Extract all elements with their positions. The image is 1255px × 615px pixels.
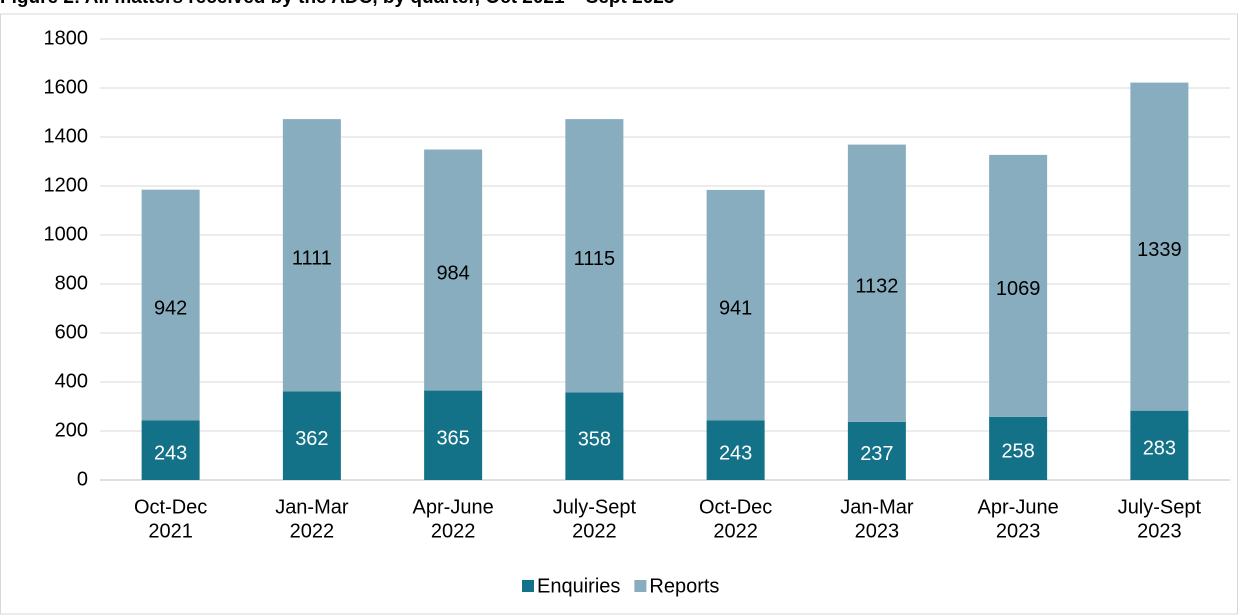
data-label: 362 [295, 428, 328, 450]
y-tick-label: 1400 [44, 125, 89, 147]
x-tick-label: Apr-June [413, 496, 494, 518]
bar-segment [282, 119, 341, 392]
bar-segment [1130, 82, 1189, 411]
x-tick-label: Oct-Dec [134, 496, 207, 518]
x-tick-label: 2023 [1137, 520, 1182, 542]
x-tick-label: 2023 [855, 520, 900, 542]
data-label: 1132 [855, 276, 898, 298]
bar-segment [141, 420, 200, 480]
x-tick-label: Jan-Mar [840, 496, 914, 518]
x-tick-label: Apr-June [978, 496, 1059, 518]
bar-segment [424, 149, 483, 391]
legend-label: Enquiries [537, 575, 620, 597]
bar-segment [706, 189, 765, 421]
data-label: 1069 [996, 278, 1041, 300]
bar-segment [565, 119, 624, 393]
bar-segment [706, 420, 765, 480]
y-tick-label: 1200 [44, 174, 89, 196]
data-label: 942 [154, 297, 187, 319]
x-tick-label: 2022 [713, 520, 758, 542]
data-label: 365 [436, 428, 469, 450]
data-label: 1339 [1137, 239, 1182, 261]
data-label: 243 [719, 443, 752, 465]
data-label: 1111 [292, 247, 332, 269]
legend-swatch [522, 580, 534, 592]
x-tick-label: Jan-Mar [275, 496, 349, 518]
x-tick-label: 2022 [290, 520, 335, 542]
x-tick-label: 2022 [431, 520, 476, 542]
data-label: 258 [1001, 441, 1034, 463]
bar-segment [565, 392, 624, 480]
data-label: 941 [719, 297, 752, 319]
data-label: 984 [436, 262, 469, 284]
chart-frame [0, 13, 1238, 615]
bar-segment [1130, 410, 1189, 480]
bar-segment [989, 154, 1048, 417]
x-tick-label: July-Sept [553, 496, 637, 518]
y-tick-label: 1600 [44, 76, 89, 98]
legend-label: Reports [649, 575, 719, 597]
data-label: 358 [578, 428, 611, 450]
data-label: 1115 [574, 248, 616, 270]
bar-segment [847, 144, 906, 422]
y-tick-label: 800 [55, 272, 88, 294]
y-tick-label: 0 [77, 468, 88, 490]
chart-title: Figure 2: All matters received by the AD… [0, 0, 674, 8]
x-tick-label: 2022 [572, 520, 617, 542]
bar-segment [282, 391, 341, 480]
bar-segment [141, 189, 200, 421]
y-tick-label: 400 [55, 370, 88, 392]
legend-swatch [634, 580, 647, 592]
y-tick-label: 200 [55, 419, 88, 441]
y-tick-label: 1800 [44, 27, 89, 49]
y-tick-label: 1000 [44, 223, 89, 245]
bar-segment [989, 416, 1048, 480]
data-label: 243 [154, 443, 187, 465]
bar-segment [424, 390, 483, 480]
data-label: 237 [860, 443, 893, 465]
data-label: 283 [1143, 438, 1176, 460]
x-tick-label: 2021 [148, 520, 193, 542]
x-tick-label: Oct-Dec [699, 496, 772, 518]
x-tick-label: July-Sept [1118, 496, 1202, 518]
x-tick-label: 2023 [996, 520, 1041, 542]
y-tick-label: 600 [55, 321, 88, 343]
bar-segment [847, 421, 906, 480]
